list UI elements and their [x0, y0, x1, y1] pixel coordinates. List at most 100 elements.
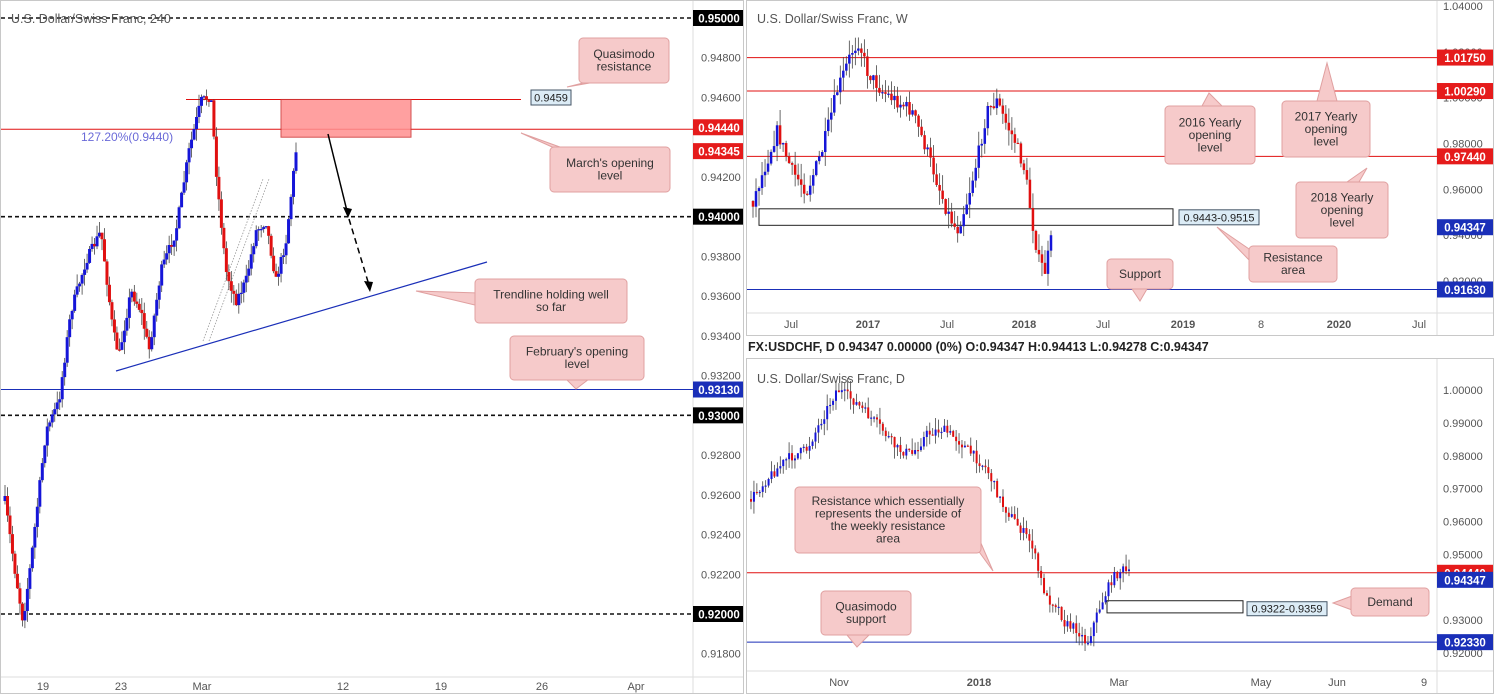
callout-march-opening-box [549, 146, 671, 193]
y-tick-label: 0.93800 [701, 251, 741, 263]
x-tick-label: Mar [193, 681, 212, 693]
candle-body [852, 398, 855, 405]
candle-body [15, 573, 19, 589]
callout-2016-yearly-text: 2016 Yearly [1179, 115, 1242, 129]
candle-body [914, 450, 917, 454]
candle-body [262, 227, 266, 230]
candle-body [793, 164, 797, 175]
y-tick-label: 0.96000 [1443, 517, 1483, 529]
candle-body [873, 417, 876, 419]
callout-resistance-area-tail [1216, 226, 1253, 265]
y-tick-label: 0.92200 [701, 569, 741, 581]
arrow-line [327, 133, 348, 212]
candle-body [60, 377, 64, 400]
candle-body [167, 245, 171, 254]
candle-body [1092, 622, 1095, 637]
candle-body [902, 451, 905, 456]
candle-body [778, 125, 782, 145]
arrow-head [364, 281, 373, 292]
callout-2016-yearly-text: level [1198, 140, 1223, 154]
callout-2017-yearly-text: 2017 Yearly [1295, 109, 1358, 123]
candle-body [864, 407, 867, 409]
y-tick-label: 0.92000 [1443, 648, 1483, 660]
candle-body [1075, 623, 1078, 634]
candle-body [834, 390, 837, 401]
candle-body [1110, 582, 1113, 586]
candle-body [1063, 620, 1066, 627]
candle-body [219, 199, 223, 228]
candle-body [931, 434, 934, 436]
price-axis-label: 1.01750 [1444, 53, 1486, 65]
candle-body [963, 445, 966, 448]
candle-body [808, 445, 811, 451]
candle-body [40, 463, 44, 481]
y-tick-label: 0.92800 [701, 450, 741, 462]
callout-2017-yearly-text: level [1314, 134, 1339, 148]
daily-chart-panel: 1.00000 0.99000 0.98000 0.97000 0.96000 0.950… [746, 358, 1494, 694]
candle-body [1128, 569, 1130, 572]
callout-quasimodo-support-tail [845, 634, 871, 648]
x-tick-label: Jul [940, 319, 954, 331]
candle-body [990, 473, 993, 482]
candle-body [1107, 582, 1110, 597]
candle-body [25, 588, 29, 612]
price-axis-label-bg [1437, 49, 1493, 66]
candle-body [249, 254, 253, 269]
callout-support-box [1106, 258, 1174, 290]
candle-body [802, 446, 805, 449]
sell-zone [280, 98, 412, 138]
y-tick-label: 0.94800 [701, 53, 741, 65]
callout-quasimodo-support-text: support [846, 612, 887, 626]
callout-demand-box [1350, 587, 1430, 617]
candle-body [242, 282, 246, 293]
candle-body [182, 182, 186, 193]
candle-body [860, 48, 863, 53]
candle-body [992, 106, 996, 109]
candle-body [817, 425, 820, 433]
daily-chart: 1.00000 0.99000 0.98000 0.97000 0.96000 0.950… [747, 359, 1493, 693]
candle-body [257, 229, 261, 231]
candle-body [826, 406, 829, 420]
candle-body [775, 125, 779, 147]
callout-trendline-tail [415, 290, 480, 307]
candle-body [58, 399, 62, 403]
candle-body [827, 119, 830, 132]
candle-body [953, 223, 956, 227]
candle-body [805, 446, 808, 451]
candle-body [202, 96, 206, 98]
candle-body [83, 269, 87, 275]
candle-body [1004, 113, 1008, 123]
candle-body [75, 286, 79, 295]
candle-body [13, 553, 17, 574]
candle-body [93, 243, 97, 247]
candle-body [1022, 528, 1025, 533]
candle-body [955, 436, 958, 442]
callout-trendline-box [474, 278, 628, 324]
y-tick-label: 0.94600 [701, 92, 741, 104]
y-tick-label: 0.98000 [1443, 139, 1483, 151]
candle-body [50, 414, 54, 423]
candle-body [840, 390, 843, 393]
candle-body [102, 239, 106, 262]
candle-body [1010, 130, 1014, 135]
candle-body [1095, 612, 1098, 623]
candle-body [767, 479, 770, 486]
candle-body [1084, 634, 1087, 644]
candle-body [1122, 566, 1125, 573]
candle-body [274, 271, 278, 277]
callout-february-opening-box [509, 335, 645, 381]
candle-body [132, 291, 136, 302]
candle-body [1066, 621, 1069, 627]
candle-body [760, 175, 764, 189]
candle-body [1043, 262, 1047, 274]
callout-2016-yearly-tail [1201, 92, 1224, 107]
candle-body [958, 441, 961, 445]
callout-2016-yearly-text: opening [1189, 128, 1232, 142]
candle-body [217, 176, 221, 200]
candle-body [1007, 122, 1011, 131]
candle-body [98, 232, 102, 237]
price-axis-label: 0.92000 [698, 610, 740, 622]
